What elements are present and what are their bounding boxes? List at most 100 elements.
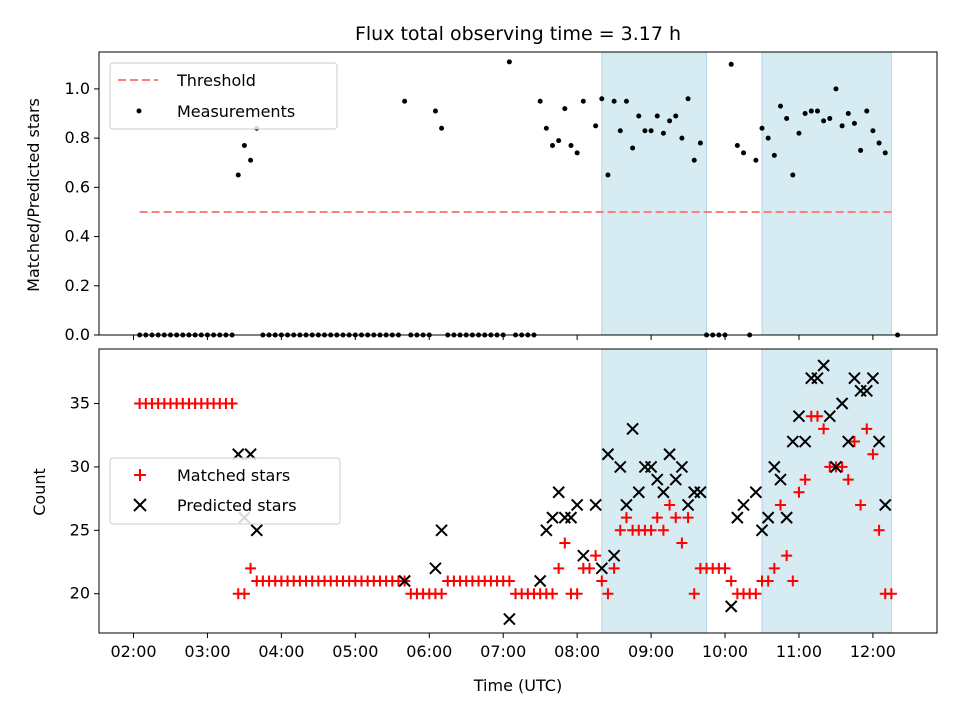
measurement-point [315,332,321,338]
measurement-point [383,332,389,338]
measurement-point [599,96,605,102]
measurement-point [235,172,241,178]
matched-star-point [848,436,860,448]
measurement-point [525,332,531,338]
matched-star-point [688,588,700,600]
matched-star-point [811,410,823,422]
matched-star-point [571,588,583,600]
top-shaded-interval-1 [761,51,892,336]
measurement-point [143,332,149,338]
measurements-legend-label: Measurements [177,102,295,121]
measurement-point [451,332,457,338]
bottom-legend-box [109,457,341,525]
measurement-point [722,332,728,338]
predicted-star-point [755,524,769,537]
measurement-point [808,108,814,114]
measurement-point [716,332,722,338]
predicted-star-point [540,524,553,537]
measurement-point [186,332,192,338]
measurement-point [593,123,599,129]
measurement-point [167,332,173,338]
matched-star-point [836,461,848,473]
bottom-x-tick-label: 03:00 [184,642,230,661]
predicted-star-point [842,435,855,448]
measurement-point [876,140,882,146]
predicted-star-point [768,460,781,474]
measurement-point [488,332,494,338]
bottom-x-tick-label: 10:00 [702,642,748,661]
measurement-point [642,128,648,134]
matched-star-point [842,474,854,486]
bottom-y-axis-label: Count [30,468,49,516]
measurement-point [777,103,783,109]
measurement-point [728,61,734,67]
matched-star-point [503,575,515,587]
bottom-y-tick-label: 35 [70,394,90,413]
measurement-point [223,332,229,338]
measurement-point [636,113,642,119]
matched-star-point [596,575,608,587]
measurement-point [469,332,475,338]
measurement-point [155,332,161,338]
measurement-point [192,332,198,338]
measurement-point [839,123,845,129]
bottom-x-tick-label: 02:00 [110,642,156,661]
predicted-star-point [398,574,411,588]
predicted-star-point [879,498,892,512]
measurement-point [137,332,143,338]
bottom-x-tick-label: 11:00 [776,642,822,661]
bottom-shaded-interval-0 [601,348,708,634]
matched-star-point [657,524,669,536]
predicted-star-point [607,549,621,562]
predicted-stars-series [232,359,892,626]
measurement-point [309,332,315,338]
matched-star-point [614,524,626,536]
measurement-point [322,332,328,338]
bottom-x-tick-label: 06:00 [406,642,452,661]
measurement-point [574,150,580,156]
bottom-x-tick-label: 09:00 [628,642,674,661]
measurement-point [266,332,272,338]
measurement-point [389,332,395,338]
measurement-point [673,113,679,119]
measurement-point [734,143,740,149]
measurement-point [617,128,623,134]
measurement-point [550,143,556,149]
measurement-point [476,332,482,338]
measurement-point [741,150,747,156]
matched-star-point [793,486,805,498]
measurement-point [432,108,438,114]
measurement-point [229,332,235,338]
predicted-star-point [546,511,559,524]
predicted-star-point [872,435,886,448]
measurements-series [137,59,901,338]
matched-star-point [436,588,448,600]
predicted-star-point [435,524,448,537]
measurement-point [414,332,420,338]
measurement-point [697,140,703,146]
matched-star-point [781,550,793,562]
predicted-star-point [620,498,633,512]
predicted-star-point [669,473,682,486]
measurement-point [420,332,426,338]
measurement-point [500,332,506,338]
measurement-point [568,143,574,149]
top-panel: 0.0 0.2 0.4 0.6 0.8 1.0 Flux total observing … [24,23,938,344]
measurement-point [753,157,759,163]
matched-star-point [590,550,602,562]
predicted-star-point [835,397,849,410]
predicted-star-point [780,511,793,524]
bottom-legend: Matched stars Predicted stars [109,457,341,525]
measurement-point [864,108,870,114]
matched-star-point [885,588,897,600]
bottom-x-tick-label: 08:00 [554,642,600,661]
predicted-star-point [589,498,602,512]
measurement-point [802,111,808,117]
measurement-point [365,332,371,338]
predicted-star-point [848,371,861,385]
predicted-star-point [811,371,824,385]
bottom-x-tick-label: 12:00 [850,642,896,661]
measurement-point [334,332,340,338]
